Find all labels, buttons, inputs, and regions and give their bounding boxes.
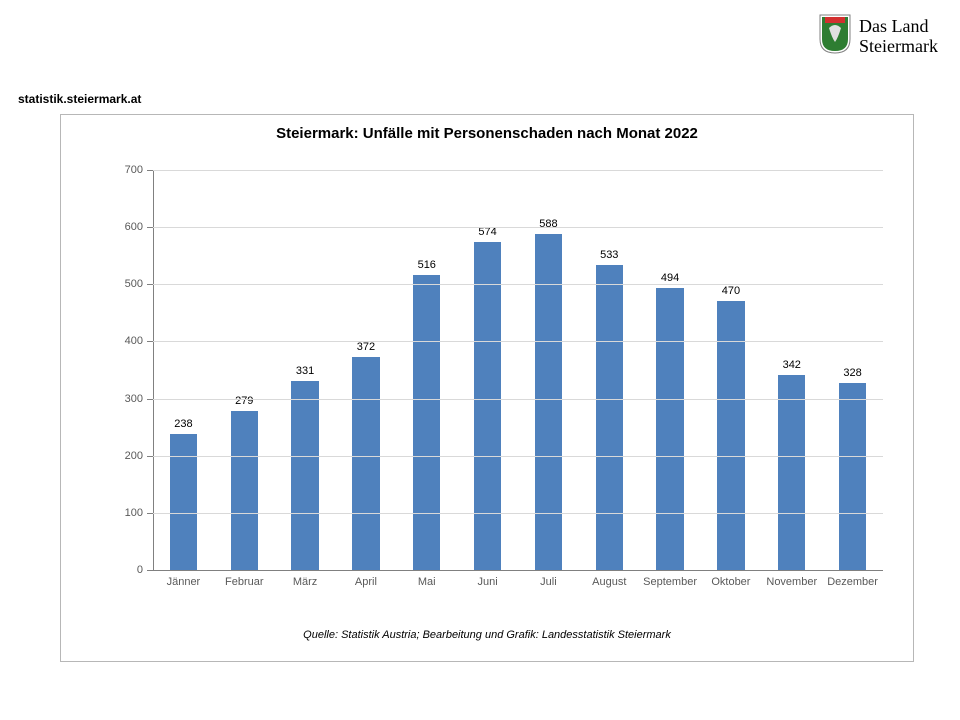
xtick-label: Juli [540,570,557,588]
bar-value-label: 238 [174,418,192,434]
gridline [153,513,883,514]
ytick-label: 500 [125,278,153,290]
xtick-label: Jänner [167,570,201,588]
bar-value-label: 574 [478,226,496,242]
site-url-label: statistik.steiermark.at [18,92,141,106]
bar: 328 [839,383,866,570]
ytick-label: 600 [125,221,153,233]
chart-frame: Steiermark: Unfälle mit Personenschaden … [60,114,914,662]
bar-value-label: 279 [235,395,253,411]
ytick-label: 700 [125,164,153,176]
bar: 574 [474,242,501,570]
ytick-label: 100 [125,507,153,519]
brand-text: Das Land Steiermark [859,17,938,57]
xtick-label: Oktober [711,570,750,588]
bar-value-label: 588 [539,218,557,234]
gridline [153,341,883,342]
bar: 279 [231,411,258,570]
ytick-label: 400 [125,335,153,347]
gridline [153,227,883,228]
brand-line2: Steiermark [859,37,938,57]
bar-value-label: 470 [722,285,740,301]
xtick-label: Juni [477,570,497,588]
bar-value-label: 533 [600,249,618,265]
ytick-label: 0 [137,564,153,576]
coat-of-arms-icon [819,14,851,59]
xtick-label: September [643,570,697,588]
bar: 516 [413,275,440,570]
xtick-label: August [592,570,626,588]
xtick-label: Mai [418,570,436,588]
bar: 533 [596,265,623,570]
bars-container: 238 279 331 372 516 574 588 533 494 470 342 328 [153,170,883,570]
bar-value-label: 342 [783,359,801,375]
plot-area: 238279331372516574588533494470342328 010… [153,170,883,570]
bar: 494 [656,288,683,570]
gridline [153,170,883,171]
bar: 331 [291,381,318,570]
gridline [153,284,883,285]
brand-logo: Das Land Steiermark [819,14,938,59]
bar-value-label: 372 [357,341,375,357]
brand-line1: Das Land [859,17,938,37]
gridline [153,456,883,457]
chart-source: Quelle: Statistik Austria; Bearbeitung u… [61,629,913,641]
bar: 342 [778,375,805,570]
gridline [153,399,883,400]
xtick-label: Februar [225,570,264,588]
bar-value-label: 516 [418,259,436,275]
xtick-label: April [355,570,377,588]
ytick-label: 200 [125,450,153,462]
bar-value-label: 331 [296,365,314,381]
xtick-label: November [766,570,817,588]
bar: 372 [352,357,379,570]
bar: 238 [170,434,197,570]
bar-value-label: 328 [843,367,861,383]
bar-value-label: 494 [661,272,679,288]
xtick-label: Dezember [827,570,878,588]
xtick-label: März [293,570,317,588]
page: Das Land Steiermark statistik.steiermark… [0,0,960,720]
ytick-label: 300 [125,393,153,405]
chart-title: Steiermark: Unfälle mit Personenschaden … [61,125,913,142]
